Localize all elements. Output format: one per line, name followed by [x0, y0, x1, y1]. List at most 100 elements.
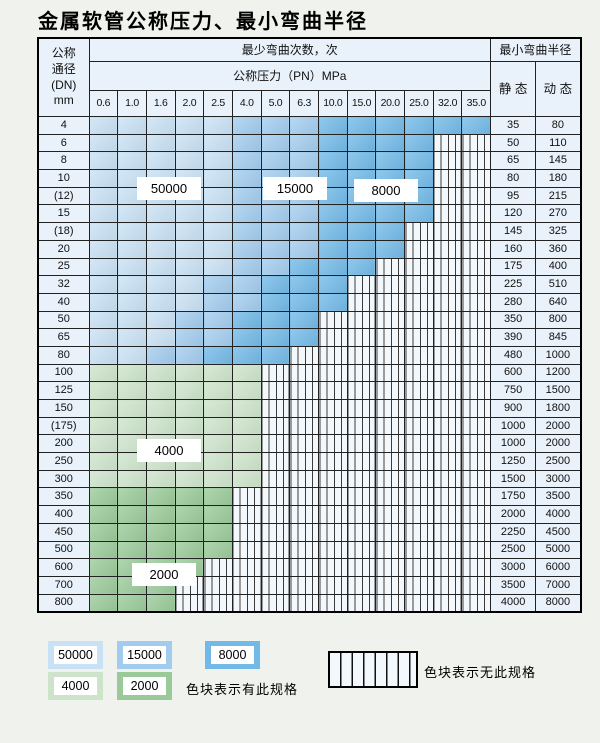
- spec-cell: [318, 204, 348, 224]
- no-spec-cell: [461, 416, 492, 436]
- spec-cell: [117, 204, 147, 224]
- spec-cell: [260, 204, 291, 224]
- table-row: (175) 1000 2000: [37, 416, 582, 436]
- spec-cell: [289, 239, 319, 259]
- dynamic-radius-cell: 6000: [535, 558, 582, 577]
- spec-cell: [346, 257, 377, 277]
- no-spec-cell: [432, 363, 463, 383]
- table-row: 80 480 1000: [37, 345, 582, 365]
- table-row: 4 35 80: [37, 116, 582, 135]
- no-spec-cell: [346, 469, 377, 489]
- spec-cell: [203, 186, 233, 206]
- spec-cell: [88, 222, 119, 241]
- spec-cell: [117, 487, 147, 507]
- spec-cell: [203, 222, 233, 241]
- no-spec-cell: [432, 505, 463, 524]
- no-spec-cell: [404, 452, 434, 471]
- no-spec-cell: [375, 292, 406, 312]
- spec-cell: [260, 239, 291, 259]
- dn-cell: 32: [37, 275, 90, 294]
- spec-cell: [145, 292, 176, 312]
- spec-cell: [88, 328, 119, 347]
- spec-cell: [318, 222, 348, 241]
- dn-cell: 300: [37, 469, 90, 489]
- dynamic-radius-cell: 80: [535, 116, 582, 135]
- spec-cell: [145, 522, 176, 542]
- no-spec-cell: [461, 239, 492, 259]
- no-spec-cell: [375, 363, 406, 383]
- no-spec-cell: [404, 345, 434, 365]
- spec-cell: [231, 186, 262, 206]
- spec-cell: [260, 257, 291, 277]
- spec-cell: [174, 275, 205, 294]
- spec-cell: [203, 169, 233, 188]
- spec-cell: [88, 363, 119, 383]
- pressure-value-header: 2.0: [174, 90, 205, 117]
- spec-cell: [231, 452, 262, 471]
- no-spec-cell: [318, 593, 348, 613]
- spec-cell: [117, 292, 147, 312]
- no-spec-cell: [346, 275, 377, 294]
- spec-cell: [231, 310, 262, 330]
- table-row: 350 1750 3500: [37, 487, 582, 507]
- no-spec-cell: [432, 416, 463, 436]
- spec-cell: [145, 487, 176, 507]
- no-spec-cell: [432, 186, 463, 206]
- spec-cell: [145, 204, 176, 224]
- spec-cell: [145, 239, 176, 259]
- no-spec-cell: [231, 575, 262, 595]
- no-spec-cell: [231, 558, 262, 577]
- no-spec-cell: [346, 399, 377, 418]
- dynamic-radius-cell: 640: [535, 292, 582, 312]
- no-spec-cell: [461, 204, 492, 224]
- no-spec-cell: [404, 399, 434, 418]
- no-spec-cell: [461, 292, 492, 312]
- dynamic-radius-cell: 270: [535, 204, 582, 224]
- no-spec-cell: [404, 416, 434, 436]
- spec-cell: [145, 399, 176, 418]
- spec-cell: [145, 151, 176, 171]
- no-spec-cell: [231, 487, 262, 507]
- dn-cell: (18): [37, 222, 90, 241]
- static-radius-cell: 480: [490, 345, 537, 365]
- spec-cell: [88, 381, 119, 400]
- spec-cell: [174, 487, 205, 507]
- no-spec-cell: [461, 345, 492, 365]
- spec-cell: [88, 434, 119, 454]
- no-spec-cell: [461, 186, 492, 206]
- static-radius-cell: 3000: [490, 558, 537, 577]
- spec-cell: [88, 593, 119, 613]
- no-spec-cell: [289, 505, 319, 524]
- no-spec-cell: [375, 434, 406, 454]
- spec-cell: [88, 558, 119, 577]
- spec-cell: [117, 222, 147, 241]
- no-spec-cell: [461, 540, 492, 560]
- no-spec-cell: [260, 416, 291, 436]
- no-spec-cell: [346, 522, 377, 542]
- spec-cell: [318, 239, 348, 259]
- pressure-value-header: 25.0: [404, 90, 434, 117]
- dynamic-radius-cell: 4000: [535, 505, 582, 524]
- no-spec-cell: [461, 505, 492, 524]
- table-row: 25 175 400: [37, 257, 582, 277]
- no-spec-cell: [203, 575, 233, 595]
- no-spec-cell: [404, 469, 434, 489]
- pressure-value-header: 2.5: [203, 90, 233, 117]
- static-radius-cell: 900: [490, 399, 537, 418]
- spec-cell: [260, 292, 291, 312]
- no-spec-cell: [231, 540, 262, 560]
- spec-cell: [145, 257, 176, 277]
- dn-cell: 20: [37, 239, 90, 259]
- table-row: 700 3500 7000: [37, 575, 582, 595]
- spec-cell: [375, 133, 406, 153]
- no-spec-cell: [318, 363, 348, 383]
- no-spec-cell: [318, 487, 348, 507]
- no-spec-cell: [318, 522, 348, 542]
- spec-cell: [88, 540, 119, 560]
- spec-cell: [174, 522, 205, 542]
- spec-cell: [289, 116, 319, 135]
- spec-cell: [145, 593, 176, 613]
- spec-cell: [375, 151, 406, 171]
- spec-cell: [203, 204, 233, 224]
- static-radius-cell: 35: [490, 116, 537, 135]
